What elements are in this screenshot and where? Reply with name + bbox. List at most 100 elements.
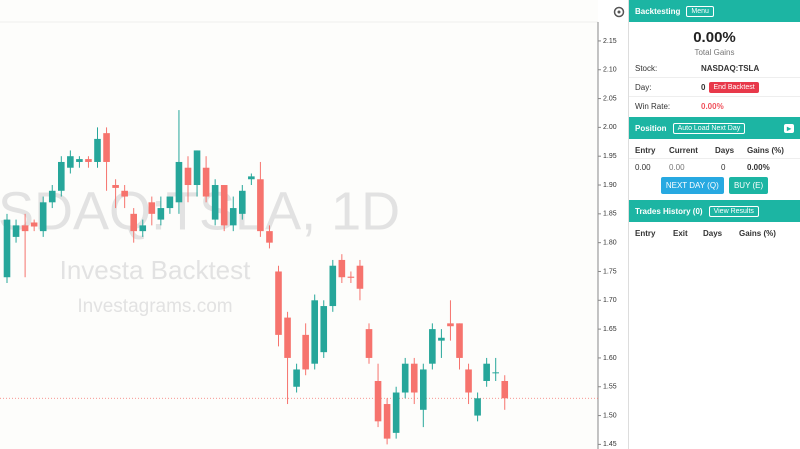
candle-body [39, 202, 47, 232]
gear[interactable] [613, 6, 625, 18]
candle-body [239, 190, 246, 214]
y-tick-label: 2.05 [603, 95, 617, 102]
total-value: 0.00% [693, 29, 736, 46]
y-tick-label: 1.75 [603, 268, 617, 275]
candle-body [383, 404, 391, 439]
candle-body [501, 380, 509, 399]
y-tick-label: 2.15 [603, 38, 617, 45]
y-tick-label: 2.10 [603, 67, 617, 74]
history-title: Trades History (0) [635, 206, 703, 216]
candle-body [193, 150, 201, 186]
y-tick-label: 1.70 [603, 297, 617, 304]
candle-body [248, 176, 255, 180]
position-header-cell: Gains (%) [747, 145, 784, 155]
action-buttons: NEXT DAY (Q) BUY (E) [629, 177, 800, 194]
watermark-brand: Investa Backtest [60, 255, 252, 285]
candle-body [220, 185, 228, 226]
candle-body [3, 219, 11, 278]
candle-body [392, 392, 400, 433]
menu-button[interactable]: Menu [686, 5, 714, 17]
day-value: 0 [701, 82, 706, 92]
candle-body [184, 167, 192, 186]
position-header-cell: Current [669, 145, 698, 155]
end-backtest-button[interactable]: End Backtest [709, 81, 759, 93]
candle-body [121, 190, 128, 197]
stock-row: Stock: NASDAQ:TSLA [629, 59, 800, 78]
candle-body [266, 231, 273, 243]
candle-body [438, 337, 445, 341]
candle-body [293, 369, 300, 387]
watermark-symbol: SDAQ:TSLA, 1D [0, 181, 400, 241]
candle-body [401, 363, 409, 393]
candle-body [94, 138, 101, 162]
candle-body [48, 190, 56, 203]
y-tick-label: 1.55 [603, 384, 617, 391]
y-tick-label: 1.90 [603, 182, 617, 189]
candle-body [311, 300, 318, 364]
chart: SDAQ:TSLA, 1D Investa Backtest Investagr… [0, 6, 625, 449]
gear-center[interactable] [617, 10, 621, 14]
candle-body [275, 271, 282, 335]
history-header-cell: Entry [635, 228, 656, 238]
candle-body [21, 225, 29, 232]
buy-button[interactable]: BUY (E) [728, 177, 769, 194]
y-tick-label: 2.00 [603, 124, 617, 131]
candle-body [374, 380, 382, 422]
candle-body [329, 265, 337, 307]
candle-body [148, 202, 156, 214]
y-tick-label: 1.80 [603, 239, 617, 246]
candle-body [85, 159, 92, 162]
total-box: 0.00% Total Gains [629, 22, 800, 59]
winrate-row: Win Rate: 0.00% [629, 97, 800, 115]
candle-body [474, 398, 481, 416]
position-row: 0.00 0.00 0 0.00% [629, 158, 800, 175]
auto-load-button[interactable]: Auto Load Next Day [672, 122, 746, 134]
candle-body [302, 334, 309, 370]
history-header: Trades History (0) View Results [629, 200, 800, 222]
y-tick-label: 1.65 [603, 326, 617, 333]
y-tick-label: 1.85 [603, 211, 617, 218]
side-panel: Backtesting Menu 0.00% Total Gains Stock… [628, 0, 800, 449]
position-cell: 0.00 [635, 162, 651, 172]
view-results-button[interactable]: View Results [708, 205, 759, 217]
candle-body [456, 323, 463, 358]
candle-body [320, 306, 328, 353]
position-header-cell: Days [715, 145, 735, 155]
history-header-cell: Exit [673, 228, 688, 238]
candle-body [139, 225, 147, 232]
candle-body [347, 276, 355, 278]
candle-body [157, 208, 165, 220]
candle-body [12, 225, 20, 237]
candle-body [338, 259, 346, 278]
candle-body [112, 185, 119, 188]
position-headers: Entry Current Days Gains (%) [629, 142, 800, 158]
day-label: Day: [635, 82, 652, 92]
y-tick-label: 1.95 [603, 153, 617, 160]
candle-body [257, 179, 264, 232]
history-headers: Entry Exit Days Gains (%) [629, 225, 800, 241]
position-header: Position Auto Load Next Day ▸ [629, 117, 800, 139]
winrate-value: 0.00% [701, 101, 724, 111]
winrate-label: Win Rate: [635, 101, 671, 111]
candle-body [76, 159, 83, 162]
sound-button[interactable]: ▸ [783, 123, 794, 133]
candle-body [202, 167, 210, 197]
y-tick-label: 1.60 [603, 355, 617, 362]
position-cell: 0.00% [747, 162, 770, 172]
backtesting-header: Backtesting Menu [629, 0, 800, 22]
position-cell: 0 [721, 162, 726, 172]
header-title: Backtesting [635, 6, 681, 16]
candle-body [130, 213, 137, 232]
candle-body [492, 372, 499, 374]
candle-body [284, 317, 291, 358]
next-day-button[interactable]: NEXT DAY (Q) [660, 177, 724, 194]
candle-body [420, 369, 427, 410]
position-title: Position [635, 123, 667, 133]
total-label: Total Gains [694, 48, 735, 57]
history-header-cell: Gains (%) [739, 228, 776, 238]
candle-body [58, 161, 65, 191]
candle-body [365, 329, 373, 358]
settings-icon[interactable] [613, 6, 625, 18]
history-header-cell: Days [703, 228, 723, 238]
